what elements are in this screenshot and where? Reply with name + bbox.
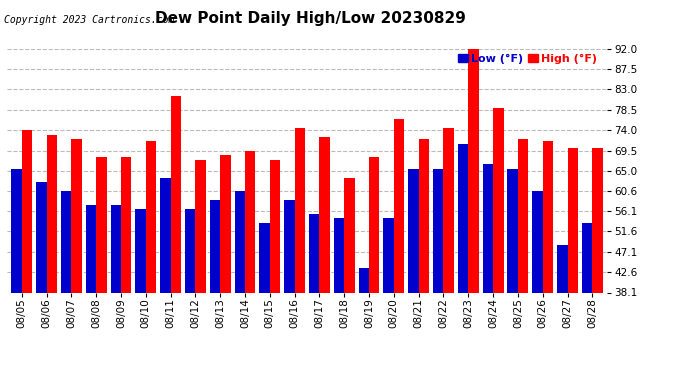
Bar [86, 205, 96, 375]
Bar [245, 150, 255, 375]
Bar [384, 218, 394, 375]
Bar [61, 191, 71, 375]
Bar [507, 169, 518, 375]
Bar [22, 130, 32, 375]
Bar [185, 209, 195, 375]
Bar [295, 128, 305, 375]
Bar [483, 164, 493, 375]
Bar [433, 169, 444, 375]
Bar [284, 200, 295, 375]
Bar [408, 169, 419, 375]
Bar [71, 139, 82, 375]
Bar [121, 157, 131, 375]
Bar [518, 139, 529, 375]
Bar [96, 157, 107, 375]
Bar [135, 209, 146, 375]
Bar [146, 141, 156, 375]
Text: Dew Point Daily High/Low 20230829: Dew Point Daily High/Low 20230829 [155, 11, 466, 26]
Bar [543, 141, 553, 375]
Bar [195, 159, 206, 375]
Bar [210, 200, 220, 375]
Bar [359, 268, 369, 375]
Bar [369, 157, 380, 375]
Bar [309, 214, 319, 375]
Legend: Low (°F), High (°F): Low (°F), High (°F) [453, 50, 602, 68]
Text: Copyright 2023 Cartronics.com: Copyright 2023 Cartronics.com [4, 15, 175, 25]
Bar [160, 178, 170, 375]
Bar [592, 148, 603, 375]
Bar [557, 246, 567, 375]
Bar [567, 148, 578, 375]
Bar [444, 128, 454, 375]
Bar [458, 144, 469, 375]
Bar [235, 191, 245, 375]
Bar [344, 178, 355, 375]
Bar [532, 191, 543, 375]
Bar [220, 155, 230, 375]
Bar [36, 182, 47, 375]
Bar [319, 137, 330, 375]
Bar [11, 169, 22, 375]
Bar [419, 139, 429, 375]
Bar [493, 108, 504, 375]
Bar [110, 205, 121, 375]
Bar [394, 119, 404, 375]
Bar [334, 218, 344, 375]
Bar [582, 223, 592, 375]
Bar [170, 96, 181, 375]
Bar [47, 135, 57, 375]
Bar [259, 223, 270, 375]
Bar [270, 159, 280, 375]
Bar [469, 49, 479, 375]
